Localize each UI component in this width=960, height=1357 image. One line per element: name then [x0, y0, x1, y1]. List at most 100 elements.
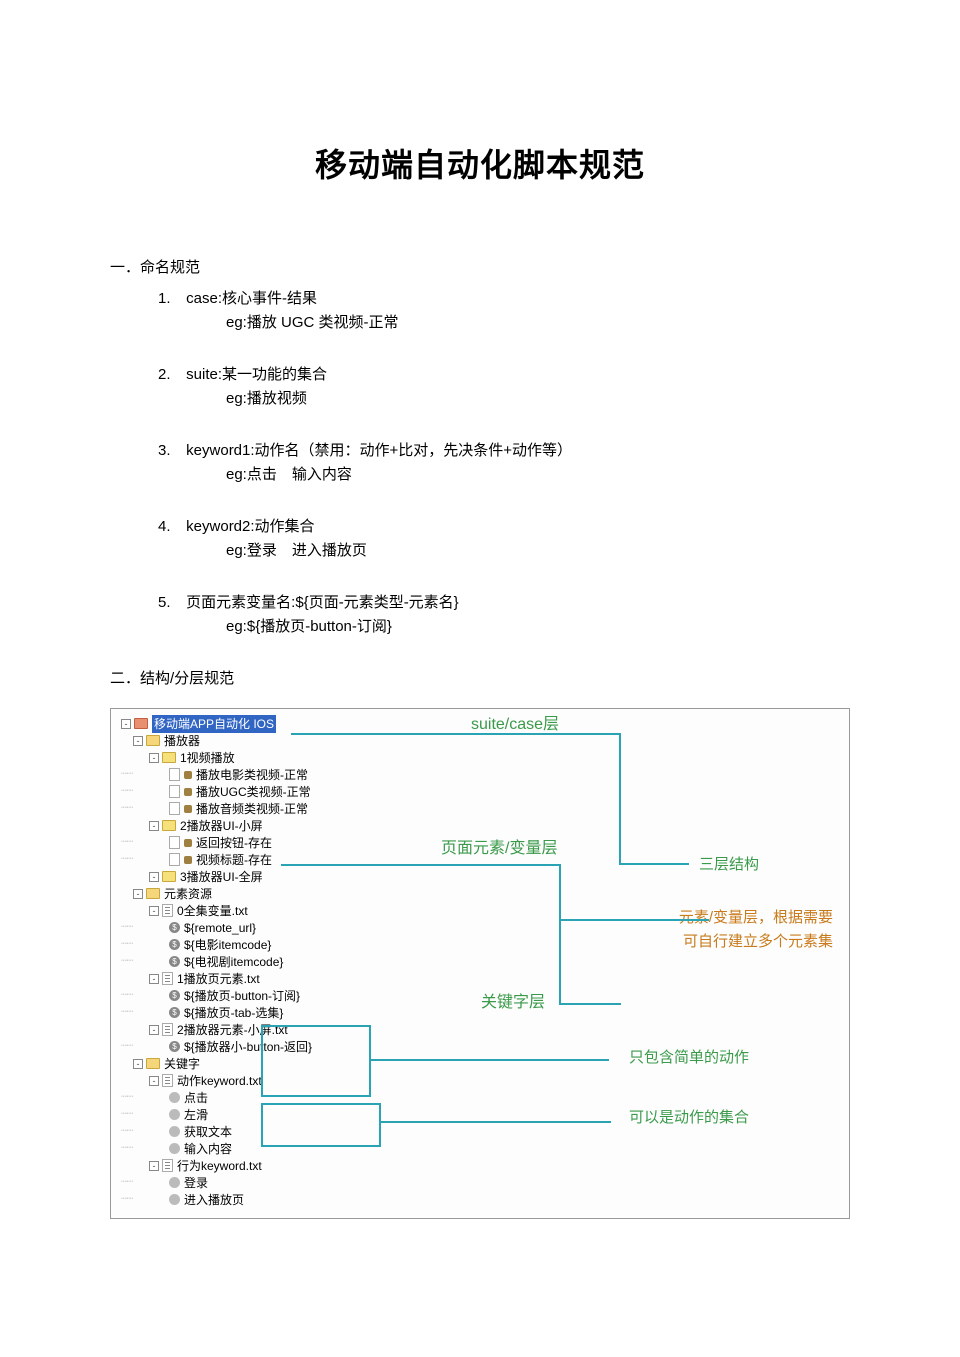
- connector-line: [559, 864, 561, 1004]
- tree-row[interactable]: ┈┈ 点击: [111, 1089, 849, 1106]
- tree-row[interactable]: ┈┈ 播放UGC类视频-正常: [111, 783, 849, 800]
- item-main: keyword1:动作名（禁用：动作+比对，先决条件+动作等）: [186, 442, 572, 459]
- tree-label: 1播放页元素.txt: [177, 970, 260, 988]
- collapse-icon[interactable]: -: [149, 1161, 159, 1171]
- section-2-header: 二．结构/分层规范: [110, 667, 850, 688]
- list-item: 2. suite:某一功能的集合 eg:播放视频: [158, 363, 850, 411]
- folder-icon: [146, 1058, 160, 1069]
- tree-row[interactable]: - 1播放页元素.txt: [111, 970, 849, 987]
- robot-icon: [184, 856, 192, 864]
- item-num: 1.: [158, 287, 182, 311]
- item-num: 4.: [158, 515, 182, 539]
- collapse-icon[interactable]: -: [133, 889, 143, 899]
- naming-rules-list: 1. case:核心事件-结果 eg:播放 UGC 类视频-正常 2. suit…: [110, 287, 850, 639]
- connector-line: [281, 864, 561, 866]
- connector-line: [619, 733, 621, 863]
- list-item: 1. case:核心事件-结果 eg:播放 UGC 类视频-正常: [158, 287, 850, 335]
- variable-icon: $: [169, 922, 180, 933]
- tree-row[interactable]: ┈┈ $ ${播放页-button-订阅}: [111, 987, 849, 1004]
- collapse-icon[interactable]: -: [149, 1076, 159, 1086]
- layer-label-variable: 页面元素/变量层: [441, 837, 557, 861]
- collapse-icon[interactable]: -: [149, 821, 159, 831]
- robot-icon: [184, 771, 192, 779]
- file-icon: [169, 768, 180, 781]
- tree-row[interactable]: ┈┈ 播放音频类视频-正常: [111, 800, 849, 817]
- tree-row[interactable]: - 1视频播放: [111, 749, 849, 766]
- variable-icon: $: [169, 1007, 180, 1018]
- collapse-icon[interactable]: -: [133, 736, 143, 746]
- collapse-icon[interactable]: -: [149, 753, 159, 763]
- list-item: 3. keyword1:动作名（禁用：动作+比对，先决条件+动作等） eg:点击…: [158, 439, 850, 487]
- tree-row[interactable]: ┈┈ $ ${电视剧itemcode}: [111, 953, 849, 970]
- tree-label: 3播放器UI-全屏: [180, 868, 263, 886]
- tree-row[interactable]: - 动作keyword.txt: [111, 1072, 849, 1089]
- tree-row[interactable]: ┈┈ 进入播放页: [111, 1191, 849, 1208]
- item-example: eg:播放 UGC 类视频-正常: [158, 311, 850, 335]
- tree-label: 行为keyword.txt: [177, 1157, 262, 1175]
- note-three-layers: 三层结构: [699, 854, 759, 877]
- tree-row[interactable]: ┈┈ 播放电影类视频-正常: [111, 766, 849, 783]
- tree-label: 2播放器UI-小屏: [180, 817, 263, 835]
- tree-label: 播放UGC类视频-正常: [196, 783, 311, 801]
- section-1-header: 一．命名规范: [110, 256, 850, 277]
- item-example: eg:点击 输入内容: [158, 463, 850, 487]
- item-example: eg:${播放页-button-订阅}: [158, 615, 850, 639]
- tree-root-label: 移动端APP自动化 IOS: [152, 715, 276, 733]
- connector-line: [371, 1059, 609, 1061]
- txt-file-icon: [162, 972, 173, 985]
- tree-label: 元素资源: [164, 885, 212, 903]
- collapse-icon[interactable]: -: [133, 1059, 143, 1069]
- tree-row[interactable]: - 元素资源: [111, 885, 849, 902]
- gear-icon: [169, 1194, 180, 1205]
- item-main: 页面元素变量名:${页面-元素类型-元素名}: [186, 594, 459, 611]
- tree-label: 视频标题-存在: [196, 851, 272, 869]
- note-var-2: 可自行建立多个元素集: [683, 931, 833, 954]
- tree-label: ${电影itemcode}: [184, 936, 271, 954]
- item-num: 2.: [158, 363, 182, 387]
- tree-label: 获取文本: [184, 1123, 232, 1141]
- connector-line: [559, 1003, 621, 1005]
- connector-line: [381, 1121, 611, 1123]
- tree-row[interactable]: ┈┈ 登录: [111, 1174, 849, 1191]
- txt-file-icon: [162, 904, 173, 917]
- collapse-icon[interactable]: -: [121, 719, 131, 729]
- collapse-icon[interactable]: -: [149, 1025, 159, 1035]
- tree-row[interactable]: - 2播放器UI-小屏: [111, 817, 849, 834]
- note-simple-action: 只包含简单的动作: [629, 1047, 749, 1070]
- folder-icon: [146, 888, 160, 899]
- item-example: eg:播放视频: [158, 387, 850, 411]
- tree-row[interactable]: - 行为keyword.txt: [111, 1157, 849, 1174]
- tree-label: 进入播放页: [184, 1191, 244, 1209]
- tree-row[interactable]: - 2播放器元素-小屏.txt: [111, 1021, 849, 1038]
- tree-label: 播放音频类视频-正常: [196, 800, 308, 818]
- tree-diagram: suite/case层 页面元素/变量层 关键字层 三层结构 元素/变量层，根据…: [110, 708, 850, 1219]
- variable-icon: $: [169, 939, 180, 950]
- folder-icon: [162, 820, 176, 831]
- file-icon: [169, 853, 180, 866]
- gear-icon: [169, 1143, 180, 1154]
- collapse-icon[interactable]: -: [149, 872, 159, 882]
- variable-icon: $: [169, 1041, 180, 1052]
- tree-label: ${电视剧itemcode}: [184, 953, 283, 971]
- tree-label: 1视频播放: [180, 749, 235, 767]
- tree-label: 关键字: [164, 1055, 200, 1073]
- gear-icon: [169, 1109, 180, 1120]
- connector-box: [261, 1025, 371, 1097]
- connector-box: [261, 1103, 381, 1147]
- tree-label: ${remote_url}: [184, 919, 256, 937]
- file-icon: [169, 785, 180, 798]
- connector-line: [619, 863, 689, 865]
- item-num: 3.: [158, 439, 182, 463]
- folder-icon: [134, 718, 148, 729]
- gear-icon: [169, 1126, 180, 1137]
- tree-label: 点击: [184, 1089, 208, 1107]
- item-example: eg:登录 进入播放页: [158, 539, 850, 563]
- item-main: keyword2:动作集合: [186, 518, 314, 535]
- tree-label: 0全集变量.txt: [177, 902, 248, 920]
- tree-row[interactable]: ┈┈ 输入内容: [111, 1140, 849, 1157]
- collapse-icon[interactable]: -: [149, 974, 159, 984]
- tree-row[interactable]: ┈┈ $ ${播放页-tab-选集}: [111, 1004, 849, 1021]
- gear-icon: [169, 1177, 180, 1188]
- collapse-icon[interactable]: -: [149, 906, 159, 916]
- tree-label: 左滑: [184, 1106, 208, 1124]
